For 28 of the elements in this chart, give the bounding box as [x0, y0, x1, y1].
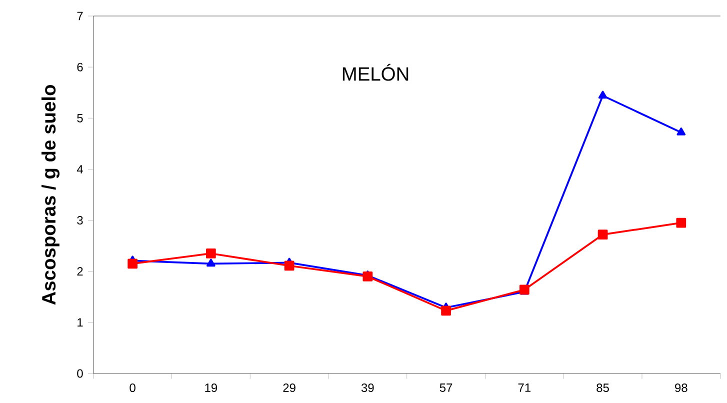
y-tick-label: 7 [77, 12, 83, 20]
y-tick-label: 0 [77, 369, 83, 378]
y-tick-label: 2 [77, 267, 83, 276]
x-tick-label: 19 [205, 384, 218, 392]
point [128, 258, 138, 269]
point [284, 260, 294, 271]
point [598, 90, 608, 99]
point [676, 128, 686, 136]
x-tick-label: 85 [596, 384, 609, 392]
y-tick-label: 4 [76, 165, 83, 174]
x-tick-label: 39 [361, 384, 374, 392]
x-tick-label: 29 [283, 384, 296, 392]
point [598, 230, 608, 240]
x-tick-label: 57 [440, 384, 452, 392]
y-axis-title: Ascosporas / g de suelo [42, 85, 60, 305]
y-tick-label: 3 [77, 216, 83, 225]
x-tick-label: 71 [518, 384, 530, 392]
x-tick-label: 98 [675, 384, 688, 392]
point [206, 258, 216, 267]
x-tick-label: 0 [130, 384, 136, 392]
y-tick-label: 5 [77, 114, 83, 122]
point [676, 218, 686, 228]
point [206, 248, 216, 258]
text: MELÓN [342, 64, 408, 81]
point [441, 306, 451, 316]
point [362, 272, 373, 282]
y-tick-label: 6 [77, 62, 83, 72]
y-tick-label: 1 [78, 318, 83, 327]
